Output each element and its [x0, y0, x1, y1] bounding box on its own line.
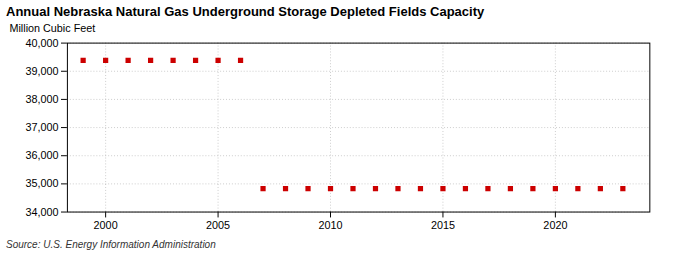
- svg-text:2010: 2010: [318, 219, 342, 231]
- svg-text:39,000: 39,000: [26, 65, 59, 77]
- svg-text:35,000: 35,000: [26, 177, 59, 189]
- svg-text:37,000: 37,000: [26, 121, 59, 133]
- svg-text:Million Cubic Feet: Million Cubic Feet: [9, 22, 95, 34]
- svg-text:38,000: 38,000: [26, 93, 59, 105]
- svg-text:2005: 2005: [206, 219, 230, 231]
- svg-text:36,000: 36,000: [26, 149, 59, 161]
- svg-text:2020: 2020: [543, 219, 567, 231]
- svg-text:2015: 2015: [431, 219, 455, 231]
- html-text:Annual Nebraska Natural Gas Un: Annual Nebraska Natural Gas Underground …: [6, 4, 485, 19]
- svg-text:34,000: 34,000: [26, 205, 59, 217]
- svg-text:40,000: 40,000: [26, 37, 59, 49]
- svg-text:2000: 2000: [94, 219, 118, 231]
- html-text:Source: U.S. Energy Informatio: Source: U.S. Energy Information Administ…: [6, 239, 216, 250]
